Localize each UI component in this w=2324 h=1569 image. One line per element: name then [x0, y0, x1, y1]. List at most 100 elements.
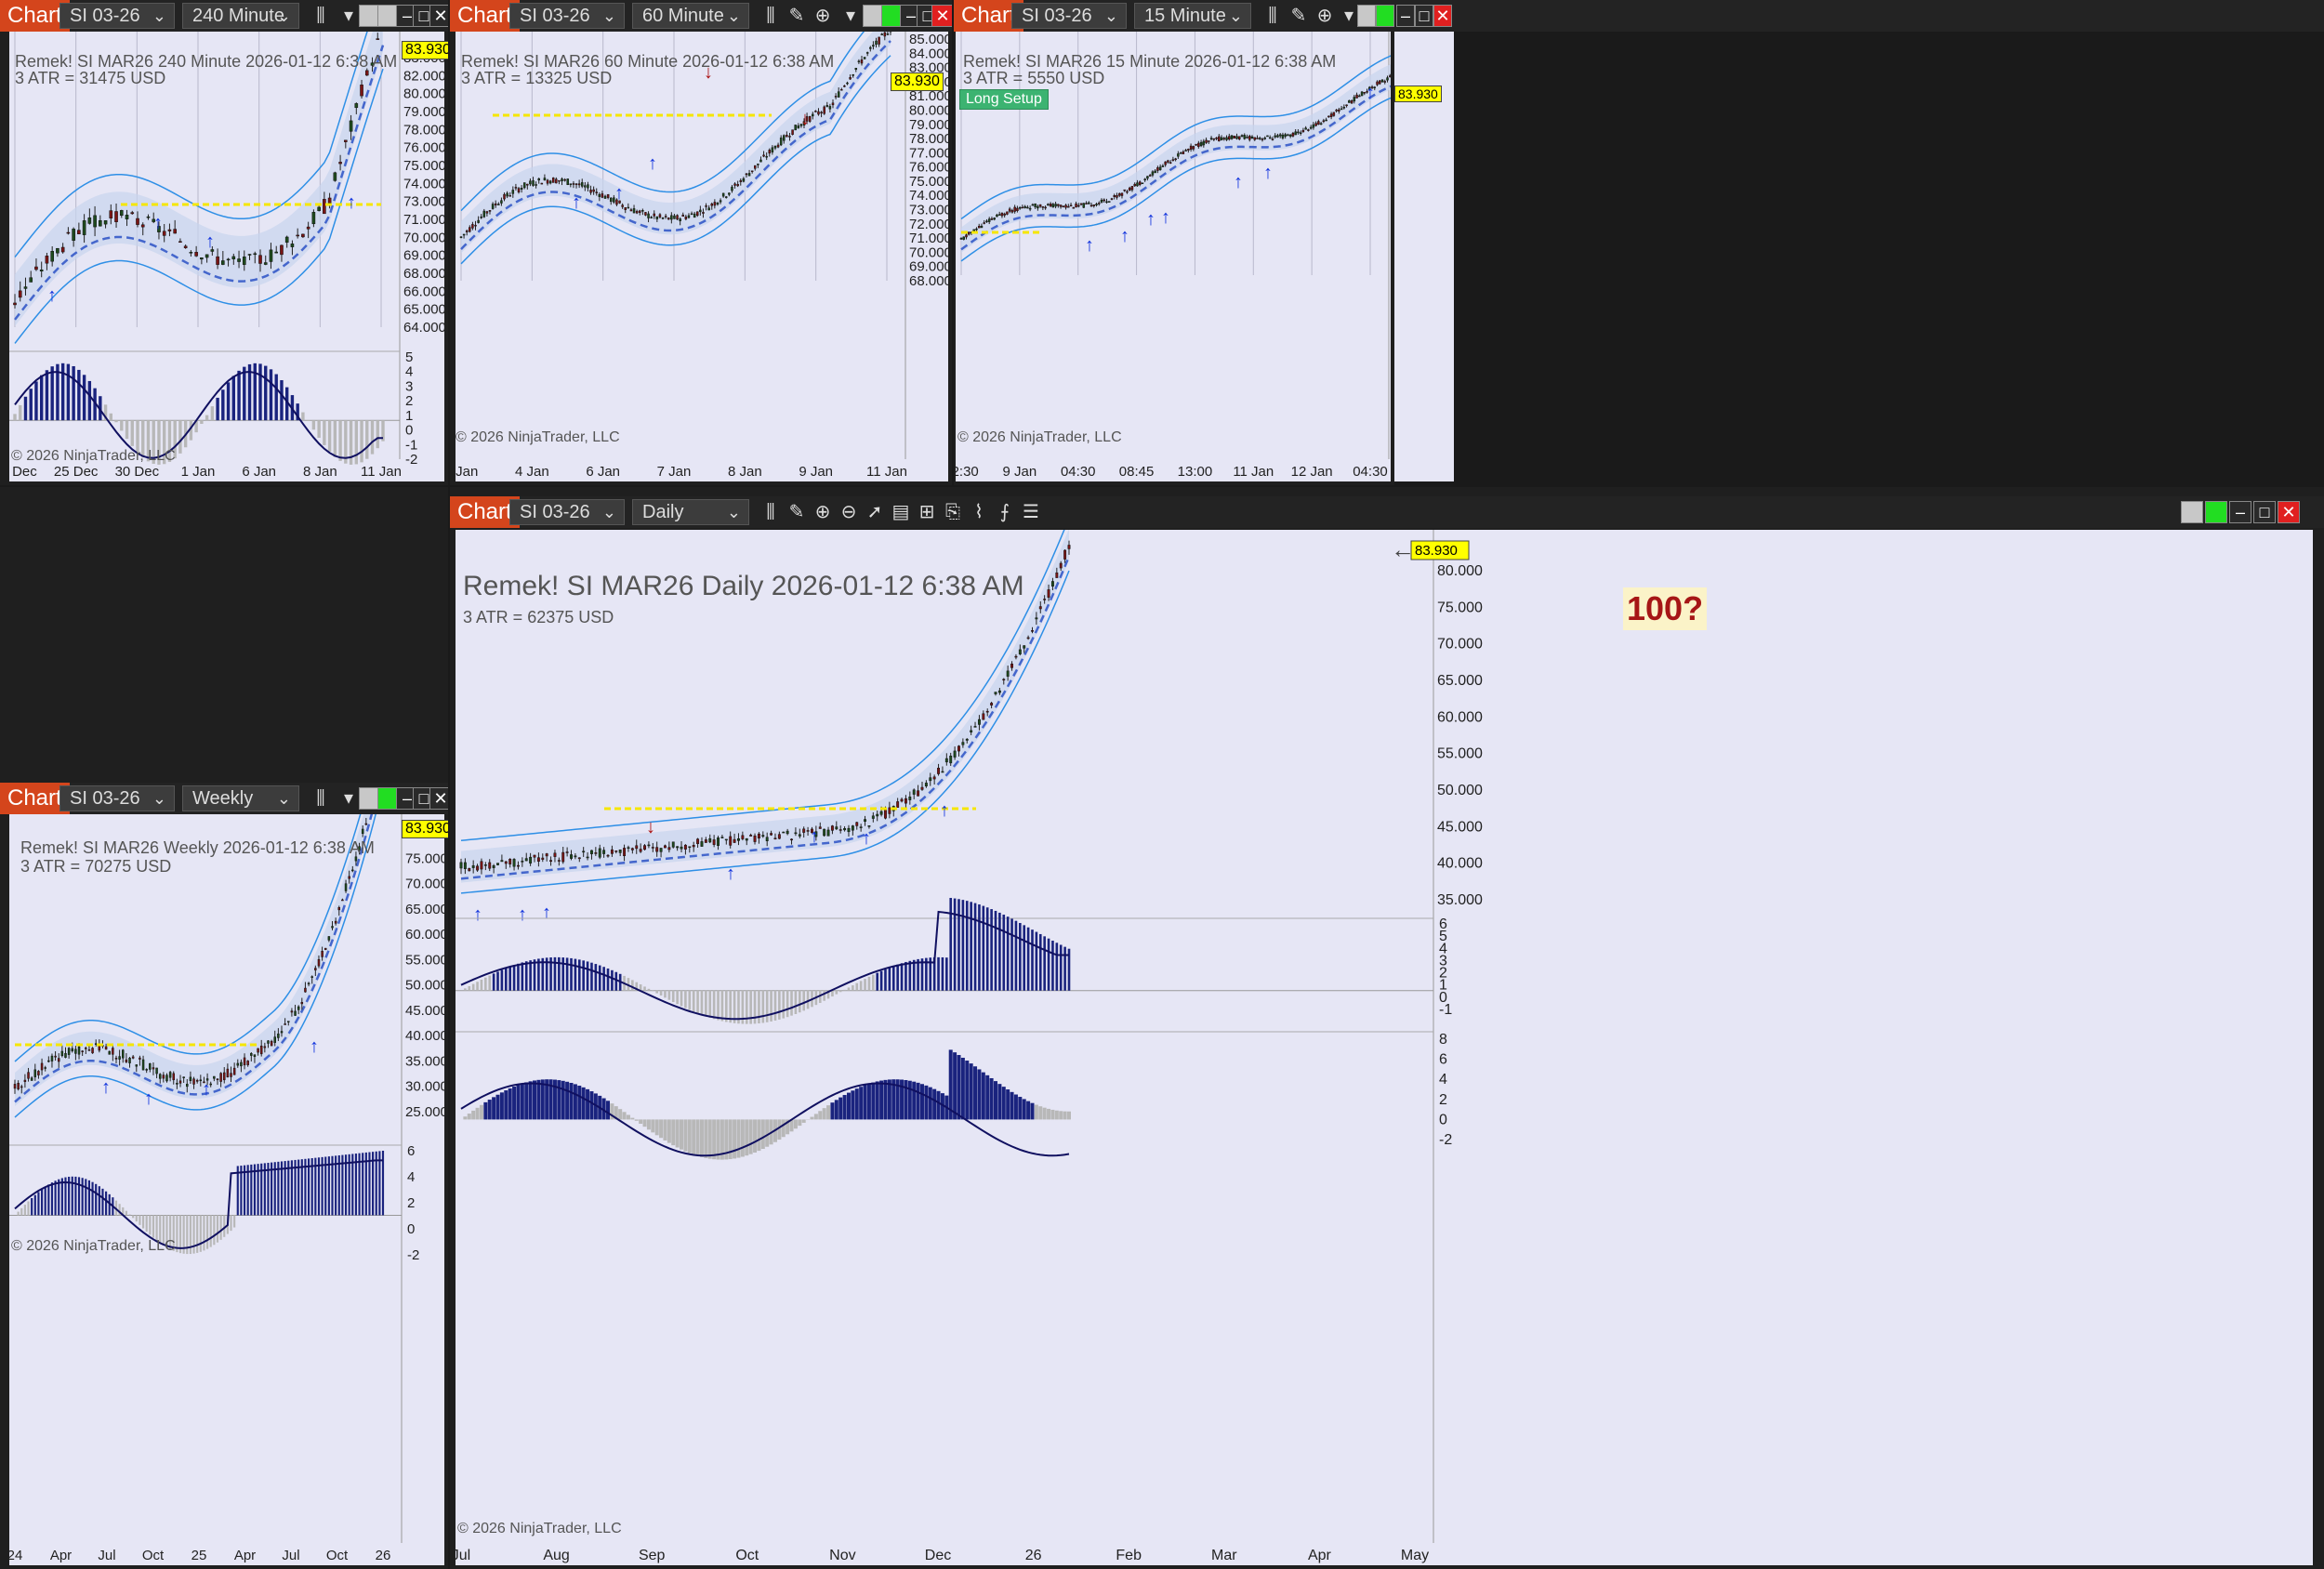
- up-arrow-icon: ↑: [153, 213, 163, 233]
- screenshot-icon[interactable]: ⎘: [945, 502, 960, 522]
- y-tick-label: 84.000: [909, 46, 948, 61]
- histogram-bar: [463, 1116, 468, 1120]
- close-button[interactable]: ✕: [429, 5, 448, 27]
- close-button[interactable]: ✕: [1433, 5, 1452, 27]
- chart-menu-button[interactable]: Chart: [450, 0, 520, 32]
- histogram-bar: [19, 404, 22, 421]
- histogram-bar: [1002, 915, 1006, 991]
- close-button[interactable]: ✕: [429, 787, 448, 810]
- zoom-in-icon[interactable]: ⊕: [814, 502, 831, 522]
- zoom-out-icon[interactable]: ⊖: [840, 502, 857, 522]
- candle-body: [521, 861, 524, 863]
- histogram-bar: [577, 1086, 582, 1120]
- strategy-icon[interactable]: ⌇: [974, 502, 984, 522]
- histogram-bar: [887, 1079, 891, 1120]
- timeframe-selector[interactable]: 240 Minute ⌄: [182, 3, 299, 29]
- link-gray-button[interactable]: [2181, 501, 2203, 523]
- histogram-bar: [671, 990, 675, 1003]
- zoom-in-icon[interactable]: ⊕: [814, 6, 831, 26]
- chart-canvas[interactable]: 83.00082.00080.00079.00078.00076.00075.0…: [9, 32, 448, 481]
- data-box-icon[interactable]: ▤: [891, 502, 910, 522]
- link-green-button[interactable]: [1376, 5, 1394, 27]
- instrument-selector[interactable]: SI 03-26 ⌄: [1011, 3, 1127, 29]
- candle-body: [872, 45, 875, 47]
- histogram-bar: [789, 1119, 794, 1132]
- chart-menu-button[interactable]: Chart: [0, 0, 70, 32]
- bars-icon[interactable]: ⫼: [766, 6, 775, 26]
- chart-canvas[interactable]: 85.00084.00083.00082.00081.00080.00079.0…: [956, 32, 1391, 481]
- candle-body: [623, 848, 627, 857]
- maximize-button[interactable]: □: [2253, 501, 2276, 523]
- pointer-icon[interactable]: ➚: [866, 502, 883, 522]
- chart-menu-button[interactable]: Chart: [0, 783, 70, 814]
- dropdown-arrow-icon[interactable]: ▾: [343, 6, 354, 26]
- indicator-icon[interactable]: ⨍: [999, 502, 1010, 522]
- chart-canvas[interactable]: 80.00075.00070.00065.00060.00055.00050.0…: [9, 814, 448, 1565]
- histogram-bar: [692, 1119, 696, 1155]
- candle-body: [773, 837, 777, 839]
- candle-body: [321, 951, 324, 957]
- link-gray-button[interactable]: [1357, 5, 1376, 27]
- timeframe-selector[interactable]: 60 Minute ⌄: [632, 3, 749, 29]
- histogram-bar: [757, 1119, 761, 1152]
- histogram-bar: [47, 1184, 50, 1216]
- histogram-bar: [740, 1119, 745, 1157]
- histogram-bar: [257, 1164, 259, 1216]
- pencil-icon[interactable]: ✎: [788, 6, 805, 26]
- histogram-bar: [654, 1119, 659, 1136]
- pencil-icon[interactable]: ✎: [1290, 6, 1307, 26]
- instrument-selector[interactable]: SI 03-26 ⌄: [509, 499, 625, 525]
- histogram-bar: [335, 1155, 337, 1216]
- histogram-bar: [760, 1119, 765, 1149]
- bars-icon[interactable]: ⫼: [1268, 6, 1277, 26]
- histogram-bar: [1026, 1101, 1031, 1120]
- maximize-button[interactable]: □: [1415, 5, 1433, 27]
- chart-menu-button[interactable]: Chart: [450, 496, 520, 528]
- dropdown-arrow-icon[interactable]: ▾: [1343, 6, 1354, 26]
- minimize-button[interactable]: –: [1396, 5, 1415, 27]
- candle-body: [700, 841, 704, 847]
- candle-body: [606, 193, 610, 198]
- timeframe-selector[interactable]: 15 Minute ⌄: [1134, 3, 1251, 29]
- histogram-bar: [630, 1117, 635, 1120]
- properties-icon[interactable]: ☰: [1023, 502, 1039, 522]
- instrument-selector[interactable]: SI 03-26 ⌄: [59, 3, 175, 29]
- pencil-icon[interactable]: ✎: [788, 502, 805, 522]
- bars-icon[interactable]: ⫼: [766, 502, 775, 522]
- timeframe-selector[interactable]: Daily ⌄: [632, 499, 749, 525]
- histogram-bar: [936, 1090, 941, 1120]
- close-button[interactable]: ✕: [2278, 501, 2300, 523]
- chart-canvas[interactable]: 85.00084.00083.00082.00081.00080.00079.0…: [456, 32, 948, 481]
- window-toolbar: Chart SI 03-26 ⌄ 15 Minute ⌄ ⫼ ✎ ⊕ ▾: [954, 0, 1394, 32]
- x-tick-label: Oct: [142, 1548, 165, 1563]
- instrument-selector[interactable]: SI 03-26 ⌄: [59, 785, 175, 811]
- bars-icon[interactable]: ⫼: [316, 788, 325, 809]
- histogram-bar: [72, 365, 75, 421]
- templates-icon[interactable]: ⊞: [918, 502, 935, 522]
- dropdown-arrow-icon[interactable]: ▾: [845, 6, 856, 26]
- candle-body: [1117, 193, 1121, 196]
- close-button[interactable]: ✕: [931, 5, 952, 27]
- osc-tick-label: -2: [405, 452, 417, 468]
- candle-body: [1110, 198, 1114, 200]
- histogram-bar: [58, 1179, 60, 1216]
- histogram-bar: [323, 420, 326, 445]
- histogram-bar: [692, 990, 695, 1012]
- bars-icon[interactable]: ⫼: [316, 6, 325, 26]
- minimize-button[interactable]: –: [2229, 501, 2251, 523]
- candle-body: [1208, 140, 1210, 142]
- candle-body: [553, 852, 557, 857]
- candle-body: [749, 835, 753, 837]
- instrument-selector[interactable]: SI 03-26 ⌄: [509, 3, 625, 29]
- dropdown-arrow-icon[interactable]: ▾: [343, 788, 354, 809]
- timeframe-selector[interactable]: Weekly ⌄: [182, 785, 299, 811]
- histogram-bar: [152, 1215, 155, 1238]
- histogram-bar: [639, 1119, 643, 1125]
- link-green-button[interactable]: [2205, 501, 2227, 523]
- histogram-bar: [528, 1081, 533, 1120]
- y-tick-label: 30.000: [405, 1079, 444, 1095]
- zoom-in-icon[interactable]: ⊕: [1316, 6, 1333, 26]
- candle-body: [618, 849, 622, 853]
- histogram-bar: [997, 1084, 1002, 1120]
